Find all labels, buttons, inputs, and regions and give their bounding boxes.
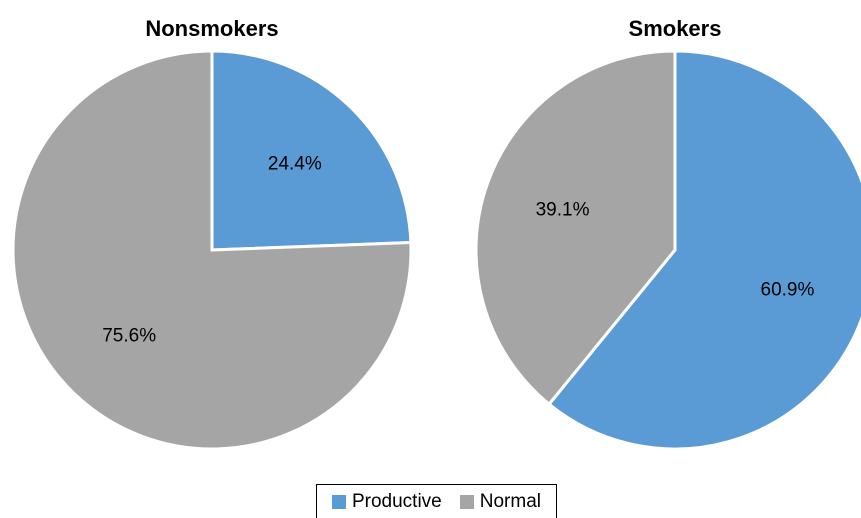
data-label-nonsmokers-productive: 24.4% xyxy=(268,153,322,174)
chart-title-nonsmokers: Nonsmokers xyxy=(145,16,278,41)
legend: Productive Normal xyxy=(316,484,557,518)
legend-swatch-normal xyxy=(460,495,474,509)
legend-item-productive: Productive xyxy=(332,491,442,513)
data-label-smokers-productive: 60.9% xyxy=(761,280,815,301)
data-label-nonsmokers-normal: 75.6% xyxy=(102,326,156,347)
chart-title-smokers: Smokers xyxy=(629,16,722,41)
data-label-smokers-normal: 39.1% xyxy=(536,199,590,220)
legend-label-productive: Productive xyxy=(352,491,442,513)
pie-slice-nonsmokers-productive xyxy=(212,51,411,250)
legend-item-normal: Normal xyxy=(460,491,541,513)
legend-swatch-productive xyxy=(332,495,346,509)
legend-label-normal: Normal xyxy=(480,491,541,513)
